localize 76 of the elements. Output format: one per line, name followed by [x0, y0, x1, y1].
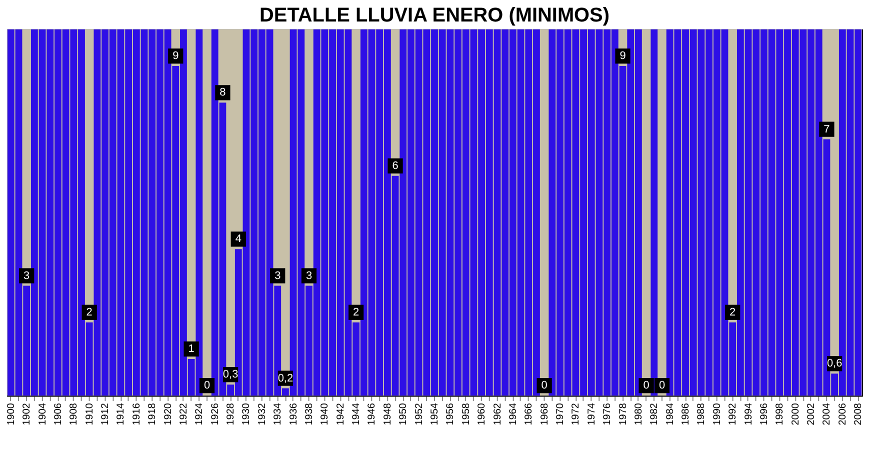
x-tick-label: 1978: [618, 402, 629, 426]
x-tick-label: 1936: [288, 402, 300, 426]
x-tick-label: 2004: [822, 402, 833, 426]
x-tick-label: 1956: [445, 402, 456, 426]
data-label: 7: [824, 123, 830, 136]
x-tick-label: 1988: [696, 402, 708, 426]
x-tick-label: 1966: [524, 402, 535, 426]
x-tick-label: 1946: [366, 402, 378, 426]
data-label: 3: [24, 270, 30, 282]
x-tick-label: 1962: [492, 402, 504, 426]
data-label: 2: [730, 306, 736, 318]
x-tick-label: 2002: [806, 402, 818, 426]
x-tick-label: 1906: [52, 402, 64, 426]
data-label: 0: [643, 380, 650, 392]
x-tick-label: 1954: [429, 402, 440, 426]
x-tick-label: 1994: [743, 402, 754, 426]
data-label: 1: [188, 342, 194, 355]
data-label: 9: [172, 50, 179, 62]
x-tick-label: 1996: [758, 402, 770, 426]
x-tick-label: 1984: [664, 402, 676, 426]
x-tick-label: 1948: [382, 402, 394, 426]
x-tick-label: 1918: [147, 402, 158, 426]
x-tick-label: 1924: [194, 402, 206, 426]
x-tick-label: 1922: [178, 402, 190, 426]
x-tick-label: 1926: [210, 402, 221, 426]
x-tick-label: 1974: [586, 402, 598, 426]
x-tick-label: 1986: [680, 402, 692, 426]
data-label: 2: [353, 306, 360, 318]
x-tick-label: 2008: [853, 402, 864, 426]
data-label: 2: [86, 306, 92, 318]
x-tick-label: 1908: [68, 402, 80, 426]
x-tick-label: 1932: [256, 402, 268, 426]
x-tick-label: 1958: [460, 402, 472, 426]
data-label: 3: [306, 270, 312, 282]
data-label: 0: [204, 380, 210, 392]
x-tick-label: 1916: [131, 402, 142, 426]
data-label: 6: [392, 160, 398, 172]
x-tick-label: 1934: [272, 402, 284, 426]
x-tick-label: 1942: [335, 402, 346, 426]
x-tick-label: 1982: [649, 402, 660, 426]
x-tick-label: 1940: [320, 402, 331, 426]
data-label: 4: [235, 233, 242, 246]
x-tick-label: 1950: [398, 402, 410, 426]
data-label: 0: [658, 380, 666, 392]
x-tick-label: 1992: [728, 402, 739, 426]
x-tick-label: 1976: [602, 402, 614, 426]
x-tick-label: 2000: [790, 402, 802, 426]
x-tick-label: 1960: [476, 402, 488, 426]
x-tick-label: 1910: [84, 402, 96, 426]
x-tick-label: 1928: [226, 402, 237, 426]
x-tick-label: 1938: [304, 402, 315, 426]
x-tick-label: 1998: [774, 402, 786, 426]
x-tick-label: 1914: [116, 402, 127, 426]
x-tick-label: 1980: [633, 402, 644, 426]
x-tick-label: 1920: [162, 402, 174, 426]
x-tick-label: 1902: [22, 402, 33, 426]
data-label: 0: [541, 380, 548, 392]
x-tick-label: 1972: [570, 402, 582, 426]
x-tick-label: 1944: [351, 402, 362, 426]
x-tick-label: 1952: [414, 402, 425, 426]
x-tick-label: 1900: [6, 402, 17, 426]
data-label: 9: [620, 50, 626, 62]
data-label: 0,6: [826, 358, 842, 370]
data-label: 8: [220, 86, 226, 99]
x-tick-label: 2006: [837, 402, 848, 426]
x-tick-label: 1990: [712, 402, 723, 426]
x-tick-label: 1968: [539, 402, 550, 426]
data-label: 0,2: [278, 372, 294, 384]
x-tick-label: 1912: [100, 402, 112, 426]
x-tick-label: 1964: [508, 402, 519, 426]
x-tick-label: 1904: [37, 402, 48, 426]
data-label: 3: [274, 270, 281, 282]
x-tick-label: 1970: [555, 402, 566, 426]
chart-title: DETALLE LLUVIA ENERO (MINIMOS): [260, 4, 610, 26]
data-label: 0,3: [222, 368, 238, 381]
x-tick-label: 1930: [241, 402, 252, 426]
